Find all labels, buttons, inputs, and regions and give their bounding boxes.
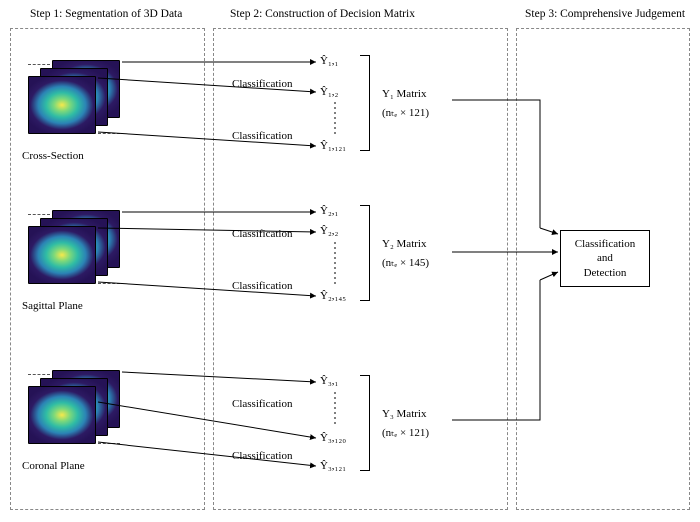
brain-stack-coronal bbox=[28, 370, 118, 445]
matrix-dim: (nₜₑ × 145) bbox=[382, 256, 429, 269]
result-line: Classification bbox=[575, 238, 636, 250]
classification-label: Classification bbox=[232, 450, 293, 462]
classification-label: Classification bbox=[232, 78, 293, 90]
brain-image bbox=[28, 76, 96, 134]
yhat-label: Ŷ₂,₁ bbox=[320, 205, 338, 217]
yhat-label: Ŷ₁,₂ bbox=[320, 86, 338, 98]
result-line: and bbox=[597, 252, 613, 264]
brain-image bbox=[28, 226, 96, 284]
classification-label: Classification bbox=[232, 398, 293, 410]
yhat-label: Ŷ₁,₁₂₁ bbox=[320, 140, 346, 152]
classification-label: Classification bbox=[232, 228, 293, 240]
matrix-title: Y₃ Matrix bbox=[382, 408, 426, 420]
bracket bbox=[360, 55, 370, 151]
yhat-label: Ŷ₁,₁ bbox=[320, 55, 338, 67]
result-line: Detection bbox=[584, 267, 627, 279]
brain-stack-cross bbox=[28, 60, 118, 135]
yhat-label: Ŷ₃,₁₂₁ bbox=[320, 460, 346, 472]
step1-title: Step 1: Segmentation of 3D Data bbox=[30, 8, 182, 20]
classification-label: Classification bbox=[232, 130, 293, 142]
brain-stack-sagittal bbox=[28, 210, 118, 285]
yhat-label: Ŷ₃,₁ bbox=[320, 375, 338, 387]
yhat-label: Ŷ₂,₁₄₅ bbox=[320, 290, 346, 302]
plane-label-coronal: Coronal Plane bbox=[22, 460, 85, 472]
brain-image bbox=[28, 386, 96, 444]
result-box: Classification and Detection bbox=[560, 230, 650, 287]
step2-title: Step 2: Construction of Decision Matrix bbox=[230, 8, 415, 20]
step3-title: Step 3: Comprehensive Judgement bbox=[525, 8, 685, 20]
yhat-label: Ŷ₂,₂ bbox=[320, 225, 338, 237]
matrix-dim: (nₜₑ × 121) bbox=[382, 426, 429, 439]
plane-label-cross: Cross-Section bbox=[22, 150, 84, 162]
plane-label-sagittal: Sagittal Plane bbox=[22, 300, 83, 312]
yhat-label: Ŷ₃,₁₂₀ bbox=[320, 432, 346, 444]
bracket bbox=[360, 205, 370, 301]
bracket bbox=[360, 375, 370, 471]
matrix-dim: (nₜₑ × 121) bbox=[382, 106, 429, 119]
classification-label: Classification bbox=[232, 280, 293, 292]
matrix-title: Y₂ Matrix bbox=[382, 238, 426, 250]
matrix-title: Y₁ Matrix bbox=[382, 88, 426, 100]
